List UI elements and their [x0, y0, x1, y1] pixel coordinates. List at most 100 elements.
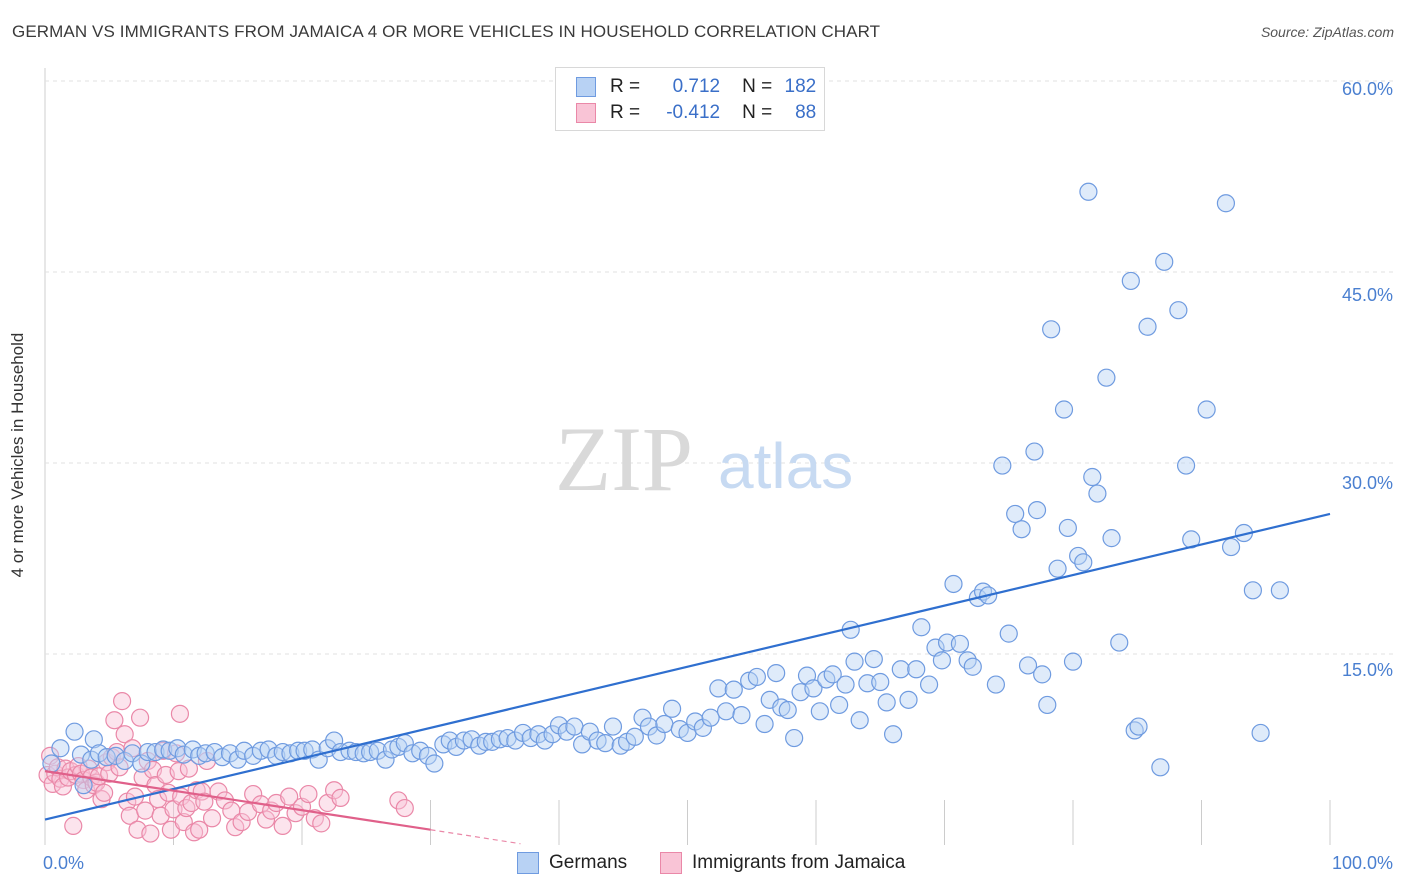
- data-point-jamaica: [64, 816, 83, 836]
- data-point-jamaica: [232, 812, 251, 832]
- data-point-germans: [1251, 723, 1270, 743]
- x-tick-label: 0.0%: [43, 853, 84, 873]
- data-point-jamaica: [53, 777, 73, 796]
- x-tick-label: 100.0%: [1332, 853, 1393, 873]
- data-point-germans: [891, 660, 910, 679]
- data-point-germans: [295, 741, 314, 760]
- data-point-jamaica: [179, 759, 199, 778]
- grid-lines: [44, 68, 1393, 845]
- data-point-jamaica: [331, 788, 350, 807]
- data-point-germans: [1048, 559, 1067, 578]
- data-point-jamaica: [105, 711, 124, 730]
- data-point-germans: [950, 634, 970, 653]
- data-point-germans: [1243, 581, 1263, 600]
- data-point-germans: [999, 624, 1018, 643]
- data-point-germans: [1155, 252, 1174, 271]
- data-point-jamaica: [273, 816, 292, 836]
- data-point-germans: [701, 708, 720, 727]
- data-point-germans: [937, 633, 957, 652]
- data-point-jamaica: [195, 792, 214, 811]
- data-point-germans: [871, 672, 890, 692]
- data-point-germans: [912, 618, 931, 637]
- trend-line-jamaica-extension: [430, 829, 521, 845]
- series-legend: Germans Immigrants from Jamaica: [0, 852, 1406, 876]
- data-point-germans: [767, 663, 786, 683]
- data-point-germans: [603, 717, 623, 736]
- data-point-germans: [747, 667, 766, 687]
- data-point-jamaica: [115, 725, 134, 744]
- data-point-germans: [65, 722, 84, 741]
- data-point-germans: [138, 742, 157, 762]
- data-point-germans: [877, 693, 896, 712]
- trend-line-jamaica: [44, 770, 431, 831]
- data-point-germans: [1197, 400, 1216, 419]
- data-point-germans: [932, 651, 952, 670]
- data-point-jamaica: [312, 814, 331, 833]
- data-point-germans: [418, 746, 438, 765]
- data-point-germans: [1088, 484, 1107, 503]
- legend-r-value: 0.712: [672, 76, 721, 97]
- legend-label-germans: Germans: [549, 852, 628, 873]
- data-point-germans: [1110, 633, 1129, 652]
- data-point-jamaica: [280, 787, 299, 806]
- data-point-germans: [1151, 758, 1170, 777]
- legend-n-label: N =: [742, 102, 773, 123]
- data-point-jamaica: [130, 708, 150, 727]
- data-point-germans: [963, 657, 982, 676]
- data-point-germans: [693, 718, 713, 737]
- data-point-germans: [709, 679, 728, 698]
- legend-row-germans: R = 0.712 N = 182: [576, 75, 816, 99]
- data-point-jamaica: [141, 824, 160, 843]
- data-point-germans: [724, 680, 743, 699]
- data-point-jamaica: [256, 810, 276, 829]
- legend-r-label: R =: [610, 102, 641, 123]
- legend-item-germans: Germans: [517, 852, 627, 874]
- data-point-germans: [1038, 695, 1057, 715]
- data-point-germans: [1074, 553, 1093, 572]
- data-point-germans: [1025, 442, 1044, 461]
- data-point-germans: [132, 754, 151, 773]
- data-point-germans: [625, 727, 644, 746]
- data-point-germans: [1063, 652, 1083, 671]
- source-credit: Source: ZipAtlas.com: [1260, 24, 1394, 40]
- data-point-germans: [376, 750, 395, 769]
- data-point-jamaica: [202, 809, 222, 828]
- data-point-germans: [51, 739, 70, 758]
- data-point-jamaica: [190, 820, 209, 839]
- data-point-germans: [1169, 301, 1188, 320]
- data-point-germans: [655, 714, 674, 734]
- data-point-germans: [1083, 467, 1102, 487]
- data-point-germans: [84, 730, 103, 749]
- watermark-zip: ZIP: [555, 408, 693, 510]
- data-point-germans: [1138, 317, 1157, 336]
- data-point-germans: [858, 674, 877, 693]
- data-point-germans: [1027, 501, 1047, 520]
- data-point-germans: [490, 730, 509, 749]
- y-tick-label: 60.0%: [1342, 79, 1393, 99]
- data-point-germans: [1042, 320, 1061, 339]
- data-point-germans: [1079, 182, 1098, 201]
- jamaica-points: [38, 692, 414, 843]
- data-point-germans: [907, 660, 926, 679]
- data-point-germans: [42, 754, 61, 773]
- data-point-germans: [864, 649, 883, 669]
- data-point-jamaica: [95, 783, 114, 802]
- data-point-germans: [993, 456, 1012, 475]
- data-point-germans: [986, 675, 1006, 694]
- y-tick-labels: 15.0% 30.0% 45.0% 60.0%: [1342, 79, 1393, 680]
- legend-swatch-jamaica: [576, 103, 596, 123]
- x-tick-labels: 0.0% 100.0%: [43, 853, 1393, 873]
- data-point-germans: [785, 728, 804, 748]
- data-point-germans: [836, 675, 855, 694]
- legend-item-jamaica: Immigrants from Jamaica: [660, 852, 905, 874]
- data-point-germans: [1270, 581, 1289, 600]
- data-point-jamaica: [389, 791, 408, 810]
- data-point-germans: [810, 702, 829, 721]
- data-point-germans: [732, 706, 751, 725]
- data-point-germans: [883, 725, 903, 744]
- data-point-germans: [543, 725, 562, 744]
- y-tick-label: 30.0%: [1342, 473, 1393, 493]
- data-point-jamaica: [395, 798, 414, 818]
- legend-swatch-germans: [576, 77, 596, 97]
